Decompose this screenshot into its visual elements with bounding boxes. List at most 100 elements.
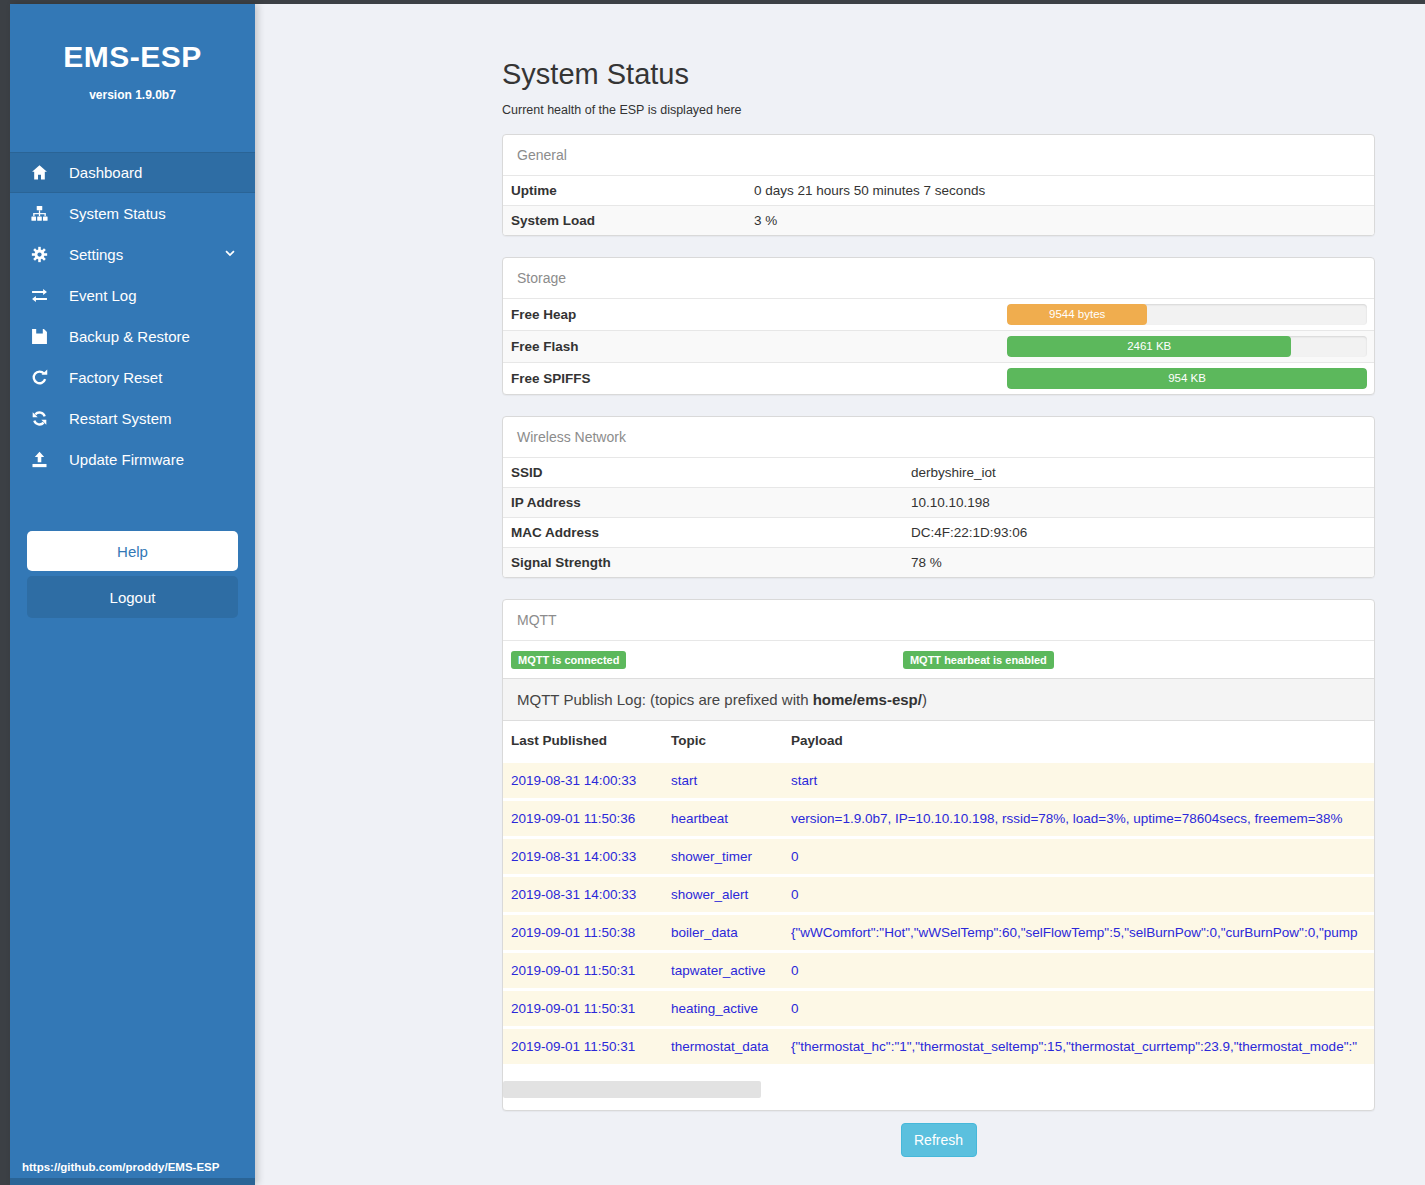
table-row: Free Heap 9544 bytes: [503, 298, 1374, 330]
panel-title-mqtt: MQTT: [503, 600, 1374, 640]
progress-bar-fill: 9544 bytes: [1007, 304, 1147, 325]
log-table-row: 2019-09-01 11:50:31 heating_active 0: [503, 988, 1374, 1026]
free-spiffs-progress: 954 KB: [1007, 368, 1367, 389]
log-time: 2019-09-01 11:50:31: [511, 1039, 671, 1054]
home-icon: [30, 164, 48, 181]
row-label: Free SPIFFS: [503, 371, 1007, 386]
log-topic: boiler_data: [671, 925, 791, 940]
brand: EMS-ESP version 1.9.0b7: [10, 4, 255, 102]
sidebar-item-update-firmware[interactable]: Update Firmware: [10, 439, 255, 480]
table-row: Free SPIFFS 954 KB: [503, 362, 1374, 394]
log-topic: tapwater_active: [671, 963, 791, 978]
row-label: Free Heap: [503, 307, 1007, 322]
table-row: System Load 3 %: [503, 205, 1374, 235]
table-row: Uptime 0 days 21 hours 50 minutes 7 seco…: [503, 175, 1374, 205]
sidebar-item-settings[interactable]: Settings: [10, 234, 255, 275]
mqtt-status-row: MQTT is connected MQTT hearbeat is enabl…: [503, 640, 1374, 678]
row-value: 78 %: [903, 548, 950, 577]
log-payload: 0: [791, 849, 1366, 864]
log-topic: shower_timer: [671, 849, 791, 864]
log-table-row: 2019-08-31 14:00:33 shower_timer 0: [503, 836, 1374, 874]
storage-panel: Storage Free Heap 9544 bytes Free Flash …: [502, 257, 1375, 395]
help-button[interactable]: Help: [27, 531, 238, 571]
sidebar-item-label: Settings: [69, 246, 123, 263]
github-link[interactable]: https://github.com/proddy/EMS-ESP: [22, 1161, 219, 1173]
progress-bar-fill: 2461 KB: [1007, 336, 1291, 357]
log-time: 2019-08-31 14:00:33: [511, 887, 671, 902]
log-table-row: 2019-09-01 11:50:31 tapwater_active 0: [503, 950, 1374, 988]
log-time: 2019-09-01 11:50:38: [511, 925, 671, 940]
log-payload: version=1.9.0b7, IP=10.10.10.198, rssid=…: [791, 811, 1366, 826]
row-label: IP Address: [503, 488, 903, 517]
horizontal-scrollbar-thumb[interactable]: [503, 1081, 761, 1098]
row-label: SSID: [503, 458, 903, 487]
refresh-button[interactable]: Refresh: [901, 1123, 977, 1157]
panel-bottom-padding: [503, 1098, 1374, 1110]
sidebar-item-dashboard[interactable]: Dashboard: [10, 152, 255, 193]
row-label: System Load: [503, 206, 746, 235]
window-left-edge: [0, 4, 10, 1185]
sidebar-item-system-status[interactable]: System Status: [10, 193, 255, 234]
log-time: 2019-08-31 14:00:33: [511, 773, 671, 788]
gear-icon: [30, 246, 48, 263]
sidebar-nav: Dashboard System Status: [10, 152, 255, 480]
row-value: DC:4F:22:1D:93:06: [903, 518, 1035, 547]
log-time: 2019-08-31 14:00:33: [511, 849, 671, 864]
sidebar-item-backup-restore[interactable]: Backup & Restore: [10, 316, 255, 357]
mqtt-connected-badge: MQTT is connected: [511, 651, 626, 669]
log-topic: start: [671, 773, 791, 788]
panel-title-storage: Storage: [503, 258, 1374, 298]
log-time: 2019-09-01 11:50:31: [511, 1001, 671, 1016]
progress-bar-label: 2461 KB: [1127, 340, 1171, 352]
table-row: Signal Strength 78 %: [503, 547, 1374, 577]
sidebar-item-label: Event Log: [69, 287, 137, 304]
sidebar-bottom-strip: [10, 1178, 255, 1185]
log-bottom-spacer: [503, 1064, 1374, 1081]
free-heap-progress: 9544 bytes: [1007, 304, 1367, 325]
sidebar-item-restart-system[interactable]: Restart System: [10, 398, 255, 439]
sidebar-item-event-log[interactable]: Event Log: [10, 275, 255, 316]
row-label: Signal Strength: [503, 548, 903, 577]
free-flash-progress: 2461 KB: [1007, 336, 1367, 357]
upload-icon: [30, 451, 48, 468]
log-time: 2019-09-01 11:50:31: [511, 963, 671, 978]
progress-bar-label: 9544 bytes: [1049, 308, 1105, 320]
log-payload: 0: [791, 1001, 1366, 1016]
log-topic: heating_active: [671, 1001, 791, 1016]
column-header-topic: Topic: [671, 733, 791, 748]
log-payload: start: [791, 773, 1366, 788]
log-table-row: 2019-09-01 11:50:31 thermostat_data {"th…: [503, 1026, 1374, 1064]
panel-title-wireless: Wireless Network: [503, 417, 1374, 457]
sidebar-item-label: System Status: [69, 205, 166, 222]
column-header-last-published: Last Published: [511, 733, 671, 748]
log-time: 2019-09-01 11:50:36: [511, 811, 671, 826]
mqtt-publish-log-intro: MQTT Publish Log: (topics are prefixed w…: [503, 678, 1374, 720]
table-row: IP Address 10.10.10.198: [503, 487, 1374, 517]
table-row: MAC Address DC:4F:22:1D:93:06: [503, 517, 1374, 547]
progress-bar-fill: 954 KB: [1007, 368, 1367, 389]
app-title: EMS-ESP: [10, 40, 255, 74]
log-table-header: Last Published Topic Payload: [503, 720, 1374, 760]
sitemap-icon: [30, 205, 48, 222]
sidebar-item-factory-reset[interactable]: Factory Reset: [10, 357, 255, 398]
log-table-row: 2019-09-01 11:50:38 boiler_data {"wWComf…: [503, 912, 1374, 950]
sidebar: EMS-ESP version 1.9.0b7 Dashboard: [10, 4, 255, 1185]
log-table-row: 2019-08-31 14:00:33 start start: [503, 760, 1374, 798]
general-panel: General Uptime 0 days 21 hours 50 minute…: [502, 134, 1375, 236]
sidebar-item-label: Backup & Restore: [69, 328, 190, 345]
table-row: Free Flash 2461 KB: [503, 330, 1374, 362]
log-payload: {"thermostat_hc":"1","thermostat_seltemp…: [791, 1039, 1366, 1054]
logout-button[interactable]: Logout: [27, 576, 238, 618]
row-label: MAC Address: [503, 518, 903, 547]
log-table-row: 2019-08-31 14:00:33 shower_alert 0: [503, 874, 1374, 912]
chevron-down-icon: [223, 246, 237, 263]
page-subtitle: Current health of the ESP is displayed h…: [502, 103, 1375, 117]
row-label: Free Flash: [503, 339, 1007, 354]
sidebar-item-label: Restart System: [69, 410, 172, 427]
exchange-icon: [30, 287, 48, 304]
refresh-icon: [30, 410, 48, 427]
save-icon: [30, 328, 48, 345]
log-topic: thermostat_data: [671, 1039, 791, 1054]
mqtt-heartbeat-badge: MQTT hearbeat is enabled: [903, 651, 1054, 669]
wireless-network-panel: Wireless Network SSID derbyshire_iot IP …: [502, 416, 1375, 578]
